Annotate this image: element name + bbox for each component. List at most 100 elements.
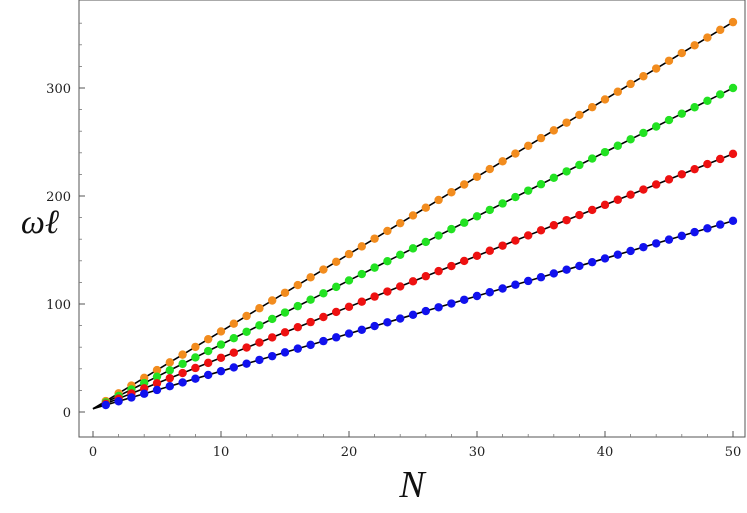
data-point-2 [229,348,238,357]
y-tick-label: 200 [46,190,71,205]
data-point-0 [690,41,699,50]
y-tick-label: 100 [46,298,71,313]
data-point-0 [434,195,443,205]
data-points [101,17,738,410]
data-point-1 [677,109,686,118]
data-point-2 [396,282,405,291]
x-tick-label: 30 [469,445,486,460]
data-point-0 [511,149,520,158]
data-point-3 [242,359,251,368]
data-point-0 [626,79,635,89]
data-point-0 [703,33,712,42]
data-point-2 [242,343,251,352]
data-point-1 [485,205,494,215]
data-point-1 [703,96,712,106]
data-point-1 [357,269,366,279]
data-point-3 [293,344,302,353]
data-point-2 [165,373,174,383]
data-point-3 [204,370,213,380]
data-point-0 [396,218,405,228]
data-point-0 [716,25,725,35]
data-point-2 [178,368,187,378]
data-point-2 [268,333,277,342]
data-point-0 [293,280,302,290]
data-point-1 [383,257,392,266]
data-point-1 [639,128,648,138]
data-point-3 [498,284,507,293]
data-point-2 [408,277,418,286]
data-point-0 [562,118,571,127]
data-point-2 [357,297,366,306]
data-point-1 [280,308,290,317]
data-point-3 [639,242,648,252]
data-point-1 [524,186,533,195]
data-point-2 [690,164,699,174]
data-point-1 [191,353,200,362]
data-point-0 [524,141,533,151]
data-point-1 [408,244,418,253]
data-point-1 [306,295,315,304]
data-point-3 [524,276,533,286]
data-point-3 [178,378,187,387]
data-point-2 [460,256,469,266]
data-point-3 [562,265,571,274]
data-point-0 [280,288,290,297]
data-point-0 [319,265,328,274]
data-point-3 [140,389,149,398]
data-point-3 [319,336,328,346]
data-point-2 [472,251,482,261]
data-point-0 [460,180,469,189]
data-point-1 [434,231,443,240]
data-point-2 [255,338,264,347]
data-point-3 [664,235,674,244]
data-point-3 [549,269,558,278]
data-point-2 [485,246,494,255]
data-point-2 [216,353,226,362]
data-point-2 [511,236,520,245]
data-point-3 [114,397,123,406]
data-point-3 [485,288,494,297]
data-point-3 [370,321,379,331]
data-point-0 [178,350,187,359]
data-point-3 [268,351,277,361]
data-point-0 [370,234,379,243]
data-point-3 [575,261,584,271]
data-point-2 [421,272,430,281]
data-point-3 [344,329,354,338]
data-point-1 [562,167,571,176]
data-point-3 [216,366,226,376]
data-point-3 [229,363,238,372]
data-point-3 [652,239,661,248]
data-point-2 [204,358,213,368]
data-point-1 [613,141,622,150]
y-axis-label: ωℓ [21,204,59,241]
data-point-2 [370,292,379,301]
data-point-2 [588,205,597,215]
x-tick-label: 20 [341,445,358,460]
data-point-1 [498,199,507,208]
data-point-2 [600,200,610,210]
data-point-0 [344,249,354,259]
data-point-1 [178,359,187,369]
data-point-2 [728,149,738,159]
data-point-0 [268,296,277,305]
data-point-3 [613,250,622,259]
data-point-1 [242,327,251,336]
data-point-1 [319,289,328,298]
data-point-0 [472,172,482,181]
data-point-3 [690,227,699,237]
data-point-0 [255,304,264,313]
data-point-0 [191,342,200,352]
data-point-3 [306,340,315,350]
plot-frame [78,0,746,438]
data-point-0 [728,17,738,27]
data-point-0 [652,64,661,73]
data-point-3 [383,318,392,327]
data-point-3 [511,280,520,289]
data-point-2 [626,190,635,199]
data-point-2 [383,287,392,296]
data-point-3 [421,306,430,316]
data-point-1 [472,212,482,221]
data-point-2 [498,241,507,250]
